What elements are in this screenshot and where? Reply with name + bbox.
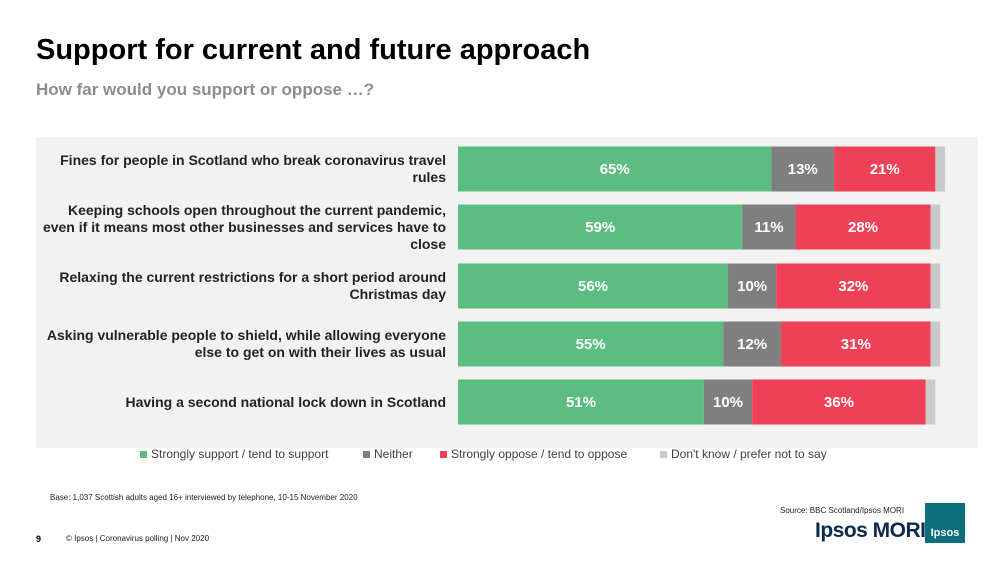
- data-label: 55%: [576, 336, 606, 353]
- legend-entry: Neither: [363, 447, 413, 461]
- legend-label: Neither: [374, 447, 413, 461]
- legend-swatch: [140, 450, 147, 458]
- data-label: 28%: [848, 219, 878, 236]
- bar-segment: [728, 263, 777, 309]
- bar-segment: [752, 379, 926, 425]
- data-label: 31%: [841, 336, 871, 353]
- category-label: Having a second national lock down in Sc…: [125, 393, 447, 410]
- bar-segment: [935, 146, 945, 192]
- copyright: © Ipsos | Coronavirus polling | Nov 2020: [66, 534, 210, 543]
- bar-segment: [930, 263, 941, 309]
- data-label: 65%: [600, 161, 630, 178]
- legend-label: Strongly support / tend to support: [151, 447, 329, 461]
- bar-segment: [703, 379, 753, 425]
- data-label: 32%: [838, 278, 868, 295]
- logo: Ipsos MORI: [815, 519, 926, 542]
- data-label: 59%: [585, 219, 615, 236]
- page-number: 9: [36, 534, 42, 544]
- data-label: 56%: [578, 278, 608, 295]
- legend-swatch: [440, 450, 447, 458]
- legend-swatch: [363, 450, 370, 458]
- legend-label: Don't know / prefer not to say: [671, 447, 827, 461]
- legend-label: Strongly oppose / tend to oppose: [451, 447, 628, 461]
- data-label: 12%: [737, 336, 767, 353]
- footnote: Base: 1,037 Scottish adults aged 16+ int…: [50, 493, 358, 502]
- category-label: Asking vulnerable people to shield, whil…: [46, 327, 446, 360]
- data-label: 10%: [713, 394, 743, 411]
- category-label: Relaxing the current restrictions for a …: [59, 269, 446, 302]
- data-label: 36%: [824, 394, 854, 411]
- bar-segment: [458, 146, 772, 192]
- category-label: Fines for people in Scotland who break c…: [60, 152, 446, 185]
- bar-segment: [834, 146, 936, 192]
- logo-badge: Ipsos: [925, 503, 965, 543]
- bar-segment: [776, 263, 931, 309]
- bar-segment: [925, 379, 936, 425]
- source: Source: BBC Scotland/Ipsos MORI: [780, 506, 905, 515]
- legend-entry: Strongly oppose / tend to oppose: [440, 447, 627, 461]
- bar-segment: [781, 321, 931, 367]
- data-label: 13%: [788, 161, 818, 178]
- bar-segment: [723, 321, 782, 367]
- data-label: 51%: [566, 394, 596, 411]
- bar-segment: [458, 379, 704, 425]
- chart-title: Support for current and future approach: [36, 34, 591, 66]
- bar-segment: [771, 146, 835, 192]
- bar-segment: [795, 204, 931, 250]
- bar-segment: [458, 204, 743, 250]
- data-label: 21%: [870, 161, 900, 178]
- legend-entry: Strongly support / tend to support: [140, 447, 328, 461]
- legend-swatch: [660, 450, 667, 458]
- chart-subtitle: How far would you support or oppose …?: [36, 80, 375, 99]
- data-label: 11%: [754, 219, 783, 236]
- bar-segment: [458, 263, 729, 309]
- data-label: 10%: [737, 278, 767, 295]
- bar-segment: [930, 204, 941, 250]
- category-label: Keeping schools open throughout the curr…: [42, 201, 446, 252]
- legend-entry: Don't know / prefer not to say: [660, 447, 827, 461]
- bar-segment: [742, 204, 796, 250]
- bar-segment: [458, 321, 724, 367]
- bar-segment: [930, 321, 941, 367]
